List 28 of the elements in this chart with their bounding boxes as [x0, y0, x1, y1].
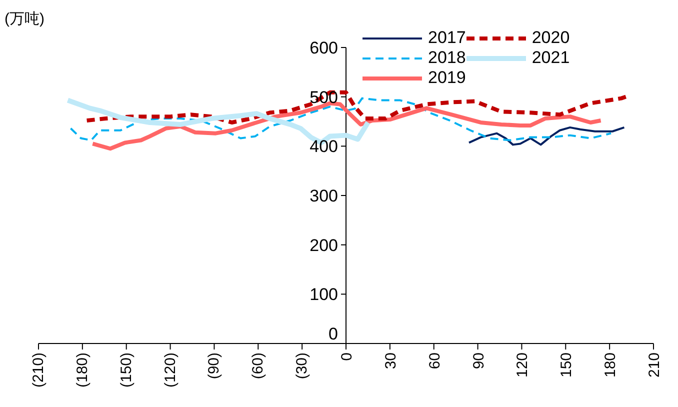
x-tick-label: (60) — [250, 352, 267, 380]
legend-label: 2017 — [428, 28, 466, 48]
x-tick-label: 60 — [426, 352, 444, 370]
x-tick-label: 30 — [382, 352, 400, 370]
y-tick-label: 200 — [310, 236, 338, 255]
legend-label: 2021 — [532, 48, 570, 68]
y-tick-label: 600 — [310, 38, 338, 58]
legend-label: 2019 — [428, 68, 466, 88]
y-tick-label: 0 — [328, 324, 338, 344]
legend-label: 2020 — [532, 28, 570, 48]
x-tick-label: 90 — [470, 352, 488, 370]
chart-title: (万吨) — [4, 10, 44, 28]
x-tick-label: 180 — [602, 352, 620, 378]
x-tick-label: 120 — [514, 352, 532, 378]
x-tick-label: 210 — [646, 352, 663, 378]
y-tick-label: 400 — [310, 137, 338, 156]
x-tick-label: (150) — [118, 352, 135, 388]
y-tick-label: 300 — [310, 186, 338, 206]
x-tick-label: (90) — [206, 352, 223, 380]
x-tick-label: (30) — [294, 352, 311, 380]
x-tick-label: (210) — [30, 352, 47, 388]
x-tick-label: 0 — [338, 352, 356, 361]
legend-label: 2018 — [428, 48, 466, 68]
x-tick-label: (180) — [74, 352, 91, 388]
x-tick-label: 150 — [558, 352, 576, 378]
line-series — [468, 126, 626, 146]
y-tick-label: 100 — [310, 285, 338, 304]
x-tick-label: (120) — [162, 352, 179, 388]
